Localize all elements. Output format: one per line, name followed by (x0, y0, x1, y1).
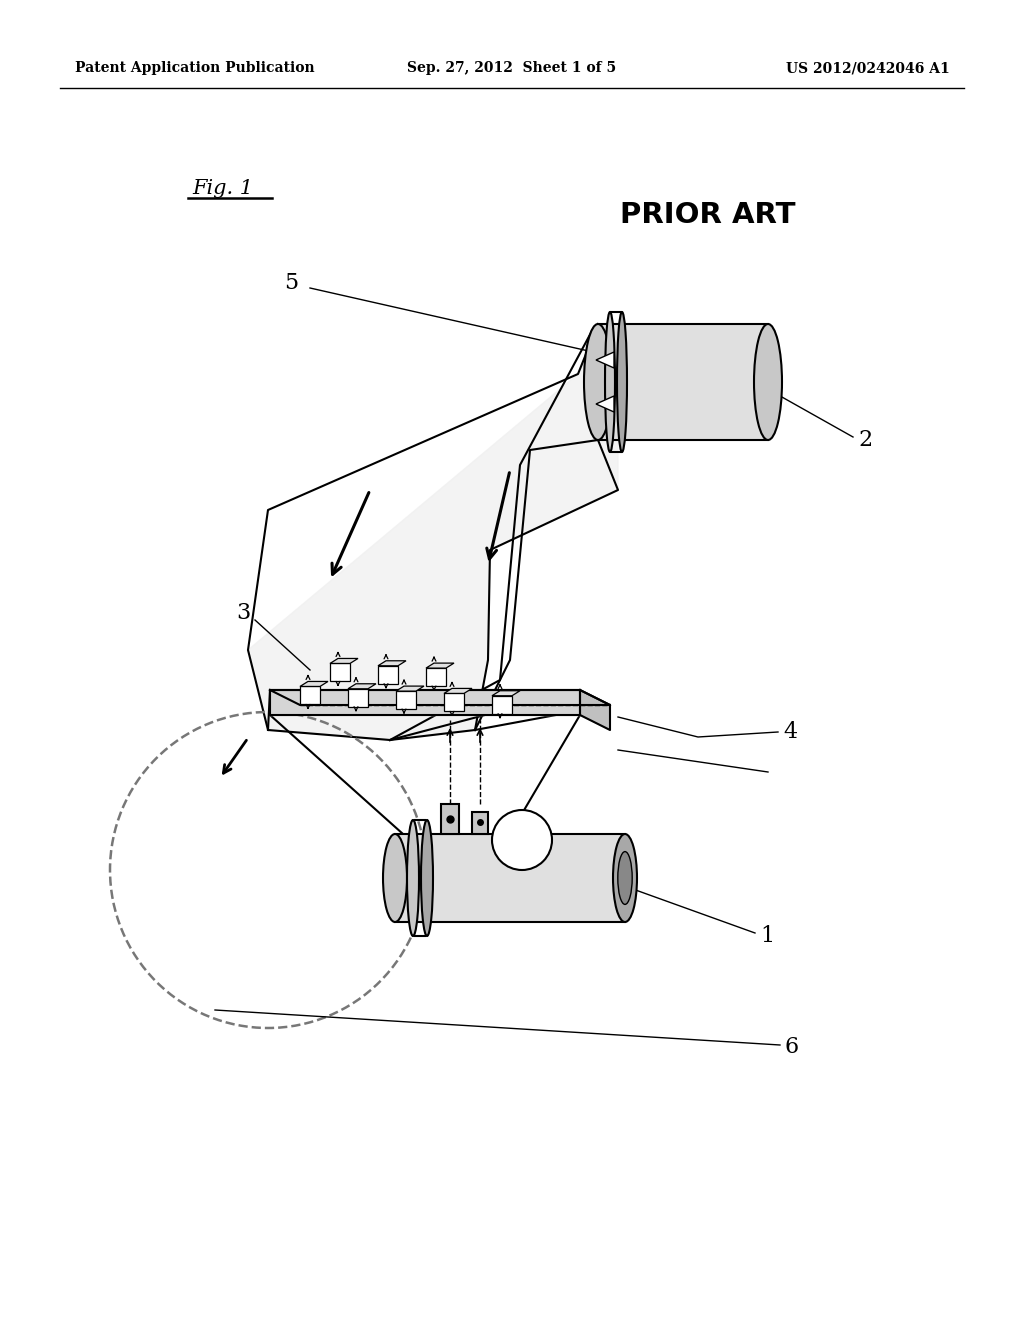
Polygon shape (378, 661, 406, 665)
Text: 5: 5 (284, 272, 298, 294)
Ellipse shape (754, 323, 782, 440)
Polygon shape (596, 396, 614, 412)
Ellipse shape (605, 312, 615, 451)
Circle shape (492, 810, 552, 870)
FancyBboxPatch shape (472, 812, 488, 834)
Text: 6: 6 (785, 1036, 799, 1059)
Ellipse shape (617, 312, 627, 451)
Ellipse shape (755, 325, 781, 440)
Polygon shape (330, 664, 350, 681)
Text: 2: 2 (858, 429, 872, 451)
Polygon shape (426, 663, 454, 668)
Text: Patent Application Publication: Patent Application Publication (75, 61, 314, 75)
Text: 3: 3 (236, 602, 250, 624)
Polygon shape (426, 668, 446, 686)
FancyBboxPatch shape (441, 804, 459, 834)
Polygon shape (598, 323, 768, 440)
Text: TI: TI (512, 832, 531, 849)
Polygon shape (396, 686, 424, 692)
Polygon shape (300, 686, 319, 705)
Polygon shape (248, 323, 618, 741)
Text: 4: 4 (783, 721, 797, 743)
Ellipse shape (421, 820, 433, 936)
Polygon shape (270, 690, 610, 705)
Ellipse shape (383, 834, 407, 921)
Text: 1: 1 (760, 925, 774, 946)
Polygon shape (444, 693, 464, 711)
Polygon shape (492, 690, 520, 696)
Polygon shape (300, 681, 328, 686)
Ellipse shape (407, 820, 419, 936)
Ellipse shape (584, 323, 612, 440)
Polygon shape (348, 689, 368, 706)
Text: Fig. 1: Fig. 1 (193, 178, 253, 198)
Text: PRIOR ART: PRIOR ART (620, 201, 796, 228)
Ellipse shape (617, 851, 632, 904)
Polygon shape (378, 665, 398, 684)
Polygon shape (492, 696, 512, 714)
Polygon shape (395, 834, 625, 921)
Polygon shape (596, 352, 614, 368)
Polygon shape (270, 690, 580, 715)
Polygon shape (444, 689, 472, 693)
Polygon shape (580, 690, 610, 730)
Polygon shape (396, 692, 416, 709)
Ellipse shape (613, 834, 637, 921)
Text: Sep. 27, 2012  Sheet 1 of 5: Sep. 27, 2012 Sheet 1 of 5 (408, 61, 616, 75)
Polygon shape (330, 659, 358, 664)
Polygon shape (348, 684, 376, 689)
Text: US 2012/0242046 A1: US 2012/0242046 A1 (786, 61, 950, 75)
